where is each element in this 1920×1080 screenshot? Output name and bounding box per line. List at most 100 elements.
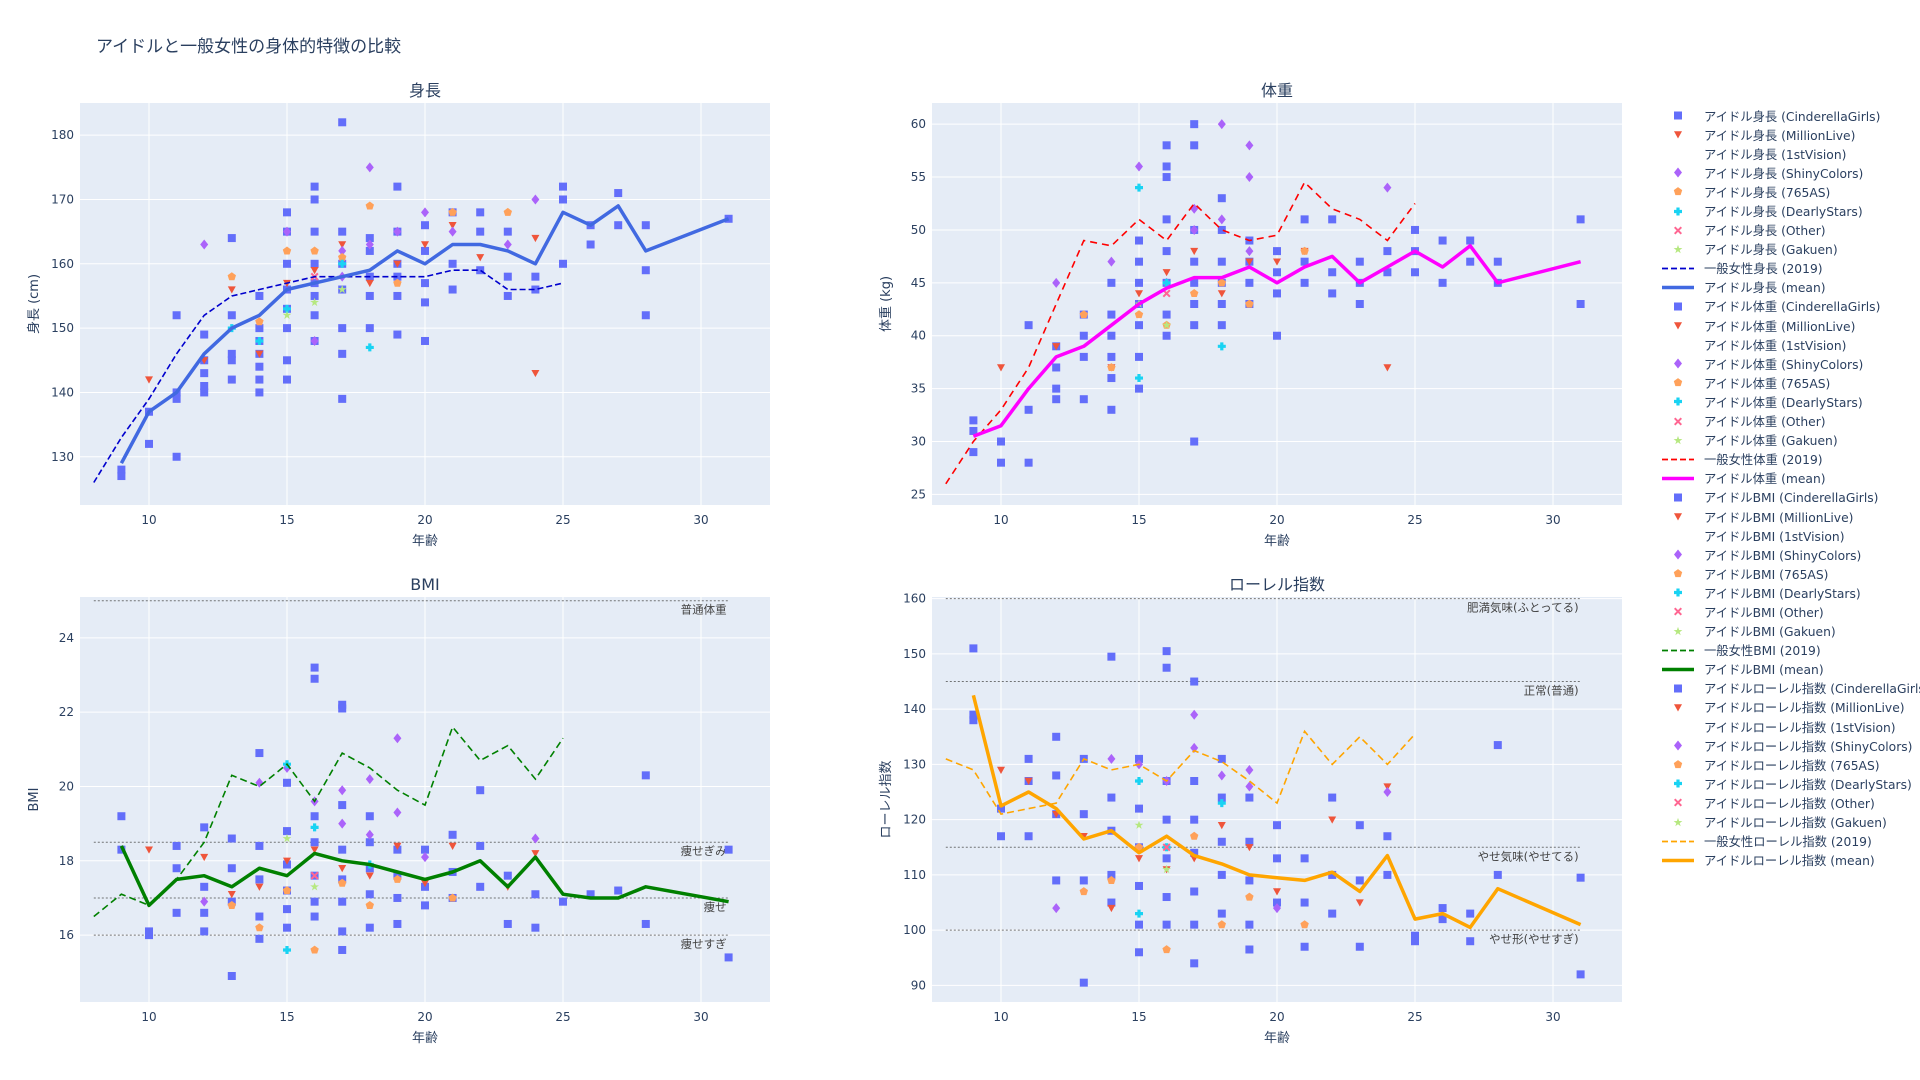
point-CinderellaGirls xyxy=(1135,278,1143,287)
legend-item[interactable]: アイドル身長 (DearlyStars) xyxy=(1658,201,1920,220)
legend-item[interactable]: アイドル身長 (Other) xyxy=(1658,221,1920,240)
point-CinderellaGirls xyxy=(1355,942,1364,951)
point-CinderellaGirls xyxy=(338,845,347,854)
legend-item[interactable]: アイドルローレル指数 (765AS) xyxy=(1658,755,1920,774)
legend-item[interactable]: アイドル体重 (CinderellaGirls) xyxy=(1658,297,1920,316)
legend-item[interactable]: 一般女性ローレル指数 (2019) xyxy=(1658,832,1920,851)
point-CinderellaGirls xyxy=(448,830,457,839)
x-tick-label: 30 xyxy=(693,1010,708,1024)
legend-label: アイドル体重 (1stVision) xyxy=(1704,338,1847,353)
legend-item[interactable]: アイドルローレル指数 (Other) xyxy=(1658,793,1920,812)
legend[interactable]: アイドル身長 (CinderellaGirls) アイドル身長 (MillionL… xyxy=(1658,106,1920,870)
point-CinderellaGirls xyxy=(1135,384,1143,393)
point-ShinyColors xyxy=(338,818,347,829)
legend-item[interactable]: アイドルローレル指数 (DearlyStars) xyxy=(1658,774,1920,793)
legend-item[interactable]: アイドルBMI (ShinyColors) xyxy=(1658,545,1920,564)
point-CinderellaGirls xyxy=(1300,278,1309,287)
y-tick-label: 60 xyxy=(911,117,926,131)
legend-item[interactable]: アイドルBMI (MillionLive) xyxy=(1658,507,1920,526)
legend-item[interactable]: アイドルローレル指数 (MillionLive) xyxy=(1658,698,1920,717)
legend-item[interactable]: アイドル体重 (765AS) xyxy=(1658,373,1920,392)
legend-item[interactable]: アイドル体重 (MillionLive) xyxy=(1658,316,1920,335)
point-CinderellaGirls xyxy=(1190,300,1199,308)
legend-item[interactable]: 一般女性身長 (2019) xyxy=(1658,259,1920,278)
point-MillionLive xyxy=(310,267,319,275)
x-axis-label: 年齢 xyxy=(412,534,438,549)
point-MillionLive xyxy=(1245,258,1254,266)
threshold-label: 痩せぎみ xyxy=(681,844,727,858)
y-tick-label: 25 xyxy=(911,487,926,501)
legend-item[interactable]: アイドルBMI (Gakuen) xyxy=(1658,622,1920,641)
legend-item[interactable]: アイドル身長 (MillionLive) xyxy=(1658,125,1920,144)
point-CinderellaGirls xyxy=(1135,236,1143,245)
legend-item[interactable]: アイドルBMI (DearlyStars) xyxy=(1658,583,1920,602)
legend-item[interactable]: アイドル体重 (Other) xyxy=(1658,412,1920,431)
point-CinderellaGirls xyxy=(997,437,1005,446)
legend-item[interactable]: 一般女性BMI (2019) xyxy=(1658,641,1920,660)
point-CinderellaGirls xyxy=(1411,225,1419,234)
point-MillionLive xyxy=(1328,816,1337,824)
legend-symbol xyxy=(1674,302,1682,311)
legend-item[interactable]: アイドル身長 (1stVision) xyxy=(1658,144,1920,163)
point-CinderellaGirls xyxy=(145,927,153,936)
mean-line xyxy=(119,204,730,465)
legend-item[interactable]: アイドルBMI (1stVision) xyxy=(1658,526,1920,545)
point-CinderellaGirls xyxy=(255,934,264,943)
legend-item[interactable]: アイドルローレル指数 (CinderellaGirls) xyxy=(1658,679,1920,698)
legend-symbol xyxy=(1673,244,1683,253)
legend-item[interactable]: アイドル体重 (DearlyStars) xyxy=(1658,392,1920,411)
legend-item[interactable]: アイドル体重 (Gakuen) xyxy=(1658,431,1920,450)
point-MillionLive xyxy=(310,846,319,854)
legend-item[interactable]: アイドルローレル指数 (ShinyColors) xyxy=(1658,736,1920,755)
legend-item[interactable]: アイドルBMI (765AS) xyxy=(1658,564,1920,583)
point-CinderellaGirls xyxy=(1162,173,1171,182)
legend-item[interactable]: アイドルローレル指数 (Gakuen) xyxy=(1658,812,1920,831)
point-CinderellaGirls xyxy=(1245,837,1254,846)
point-MillionLive xyxy=(448,842,457,850)
point-ShinyColors xyxy=(1245,172,1254,183)
point-CinderellaGirls xyxy=(255,324,264,333)
point-CinderellaGirls xyxy=(117,812,126,821)
point-CinderellaGirls xyxy=(421,246,429,255)
point-CinderellaGirls xyxy=(200,908,209,917)
point-CinderellaGirls xyxy=(1217,793,1226,802)
point-765AS xyxy=(1300,246,1309,255)
point-CinderellaGirls xyxy=(1383,268,1392,277)
legend-item[interactable]: アイドル体重 (ShinyColors) xyxy=(1658,354,1920,373)
point-CinderellaGirls xyxy=(283,375,291,384)
point-CinderellaGirls xyxy=(531,923,540,932)
legend-item[interactable]: アイドル身長 (Gakuen) xyxy=(1658,240,1920,259)
reference-line xyxy=(945,180,1416,485)
legend-label: アイドルローレル指数 (MillionLive) xyxy=(1704,701,1905,716)
x-tick-label: 10 xyxy=(141,513,156,527)
legend-item[interactable]: アイドル身長 (CinderellaGirls) xyxy=(1658,106,1920,125)
legend-item[interactable]: アイドル体重 (mean) xyxy=(1658,469,1920,488)
point-CinderellaGirls xyxy=(200,330,209,339)
point-CinderellaGirls xyxy=(421,221,429,230)
legend-symbol xyxy=(1673,435,1683,444)
point-CinderellaGirls xyxy=(1190,887,1199,896)
x-tick-label: 20 xyxy=(417,513,432,527)
legend-item[interactable]: アイドルローレル指数 (mean) xyxy=(1658,851,1920,870)
legend-item[interactable]: アイドルBMI (CinderellaGirls) xyxy=(1658,488,1920,507)
legend-item[interactable]: アイドル体重 (1stVision) xyxy=(1658,335,1920,354)
point-CinderellaGirls xyxy=(255,749,264,758)
legend-item[interactable]: アイドルBMI (mean) xyxy=(1658,660,1920,679)
point-CinderellaGirls xyxy=(1245,920,1254,929)
point-765AS xyxy=(1300,920,1309,929)
point-CinderellaGirls xyxy=(1217,870,1226,879)
legend-item[interactable]: アイドル身長 (765AS) xyxy=(1658,182,1920,201)
legend-item[interactable]: アイドル身長 (ShinyColors) xyxy=(1658,163,1920,182)
point-Gakuen xyxy=(1134,820,1144,829)
point-765AS xyxy=(448,893,457,902)
legend-item[interactable]: アイドルBMI (Other) xyxy=(1658,602,1920,621)
legend-item[interactable]: アイドル身長 (mean) xyxy=(1658,278,1920,297)
legend-item[interactable]: アイドルローレル指数 (1stVision) xyxy=(1658,717,1920,736)
point-CinderellaGirls xyxy=(227,234,236,243)
point-Gakuen xyxy=(310,297,319,307)
legend-item[interactable]: 一般女性体重 (2019) xyxy=(1658,450,1920,469)
point-MillionLive xyxy=(476,254,485,262)
point-CinderellaGirls xyxy=(310,663,319,672)
threshold-label: やせ形(やせすぎ) xyxy=(1489,932,1578,946)
grid xyxy=(80,103,770,505)
